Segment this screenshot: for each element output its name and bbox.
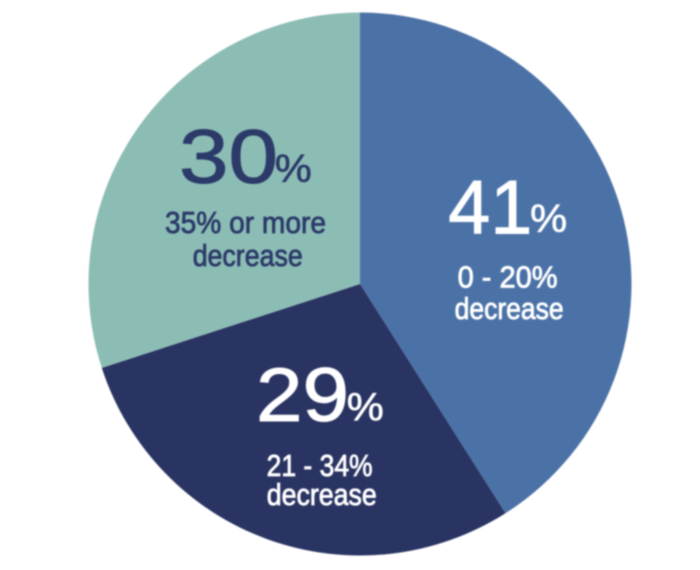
svg-text:35% or more: 35% or more xyxy=(165,205,326,240)
svg-text:0 - 20%: 0 - 20% xyxy=(458,260,558,295)
svg-text:decrease: decrease xyxy=(455,291,564,326)
svg-text:%: % xyxy=(347,387,384,430)
svg-text:%: % xyxy=(275,148,312,191)
svg-text:41: 41 xyxy=(448,166,532,251)
svg-text:30: 30 xyxy=(179,115,278,200)
svg-text:%: % xyxy=(530,198,567,241)
svg-text:decrease: decrease xyxy=(193,238,303,273)
svg-text:29: 29 xyxy=(256,353,349,438)
svg-text:21 - 34%: 21 - 34% xyxy=(267,448,373,483)
svg-text:decrease: decrease xyxy=(267,477,377,512)
